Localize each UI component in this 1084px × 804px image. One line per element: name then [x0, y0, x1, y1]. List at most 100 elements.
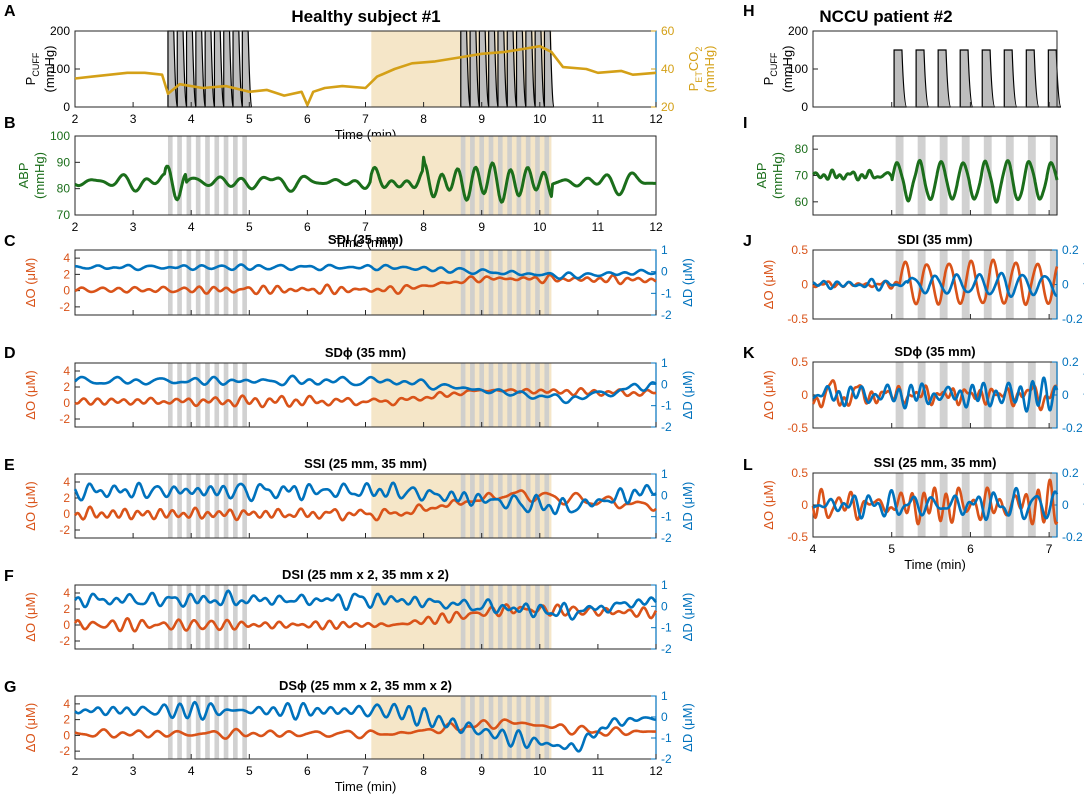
cuff-band	[983, 473, 992, 537]
y-tick-label: 2	[63, 267, 70, 281]
panel-letter: E	[4, 457, 15, 474]
y-tick-label: 4	[63, 475, 70, 489]
cuff-band	[516, 250, 522, 315]
x-tick-label: 4	[188, 220, 195, 234]
cuff-inflation	[981, 49, 996, 108]
cuff-band	[525, 474, 531, 538]
cuff-band	[195, 250, 201, 315]
cuff-band	[177, 363, 182, 427]
cuff-band	[195, 585, 201, 649]
cuff-band	[507, 585, 512, 649]
cuff-inflation	[937, 49, 952, 108]
cuff-band	[895, 136, 904, 215]
panel-L: -0.5 0 0.5 -0.2 0 0.2 4 5 6 7 Time (min) SSI (25 mm…	[743, 455, 1084, 572]
x-tick-label: 6	[304, 112, 311, 126]
cuff-inflation	[223, 30, 234, 108]
y-tick-label: 0	[63, 100, 70, 114]
cuff-band	[186, 585, 192, 649]
y2-tick-label: 40	[661, 62, 675, 76]
cuff-band	[460, 136, 466, 215]
x-tick-label: 5	[888, 542, 895, 556]
y-axis-label: ΔO (μM)	[23, 258, 38, 307]
x-tick-label: 9	[478, 220, 485, 234]
cuff-band	[961, 136, 970, 215]
y-tick-label: 0	[63, 507, 70, 521]
cuff-band	[242, 136, 247, 215]
x-tick-label: 4	[188, 112, 195, 126]
y2-tick-label: 0	[1062, 278, 1069, 292]
label-subscript: CUFF	[769, 52, 779, 76]
y2-axis-label: ΔD (μM)	[680, 482, 695, 531]
cuff-band	[535, 136, 540, 215]
label-unit: (mmHg)	[702, 46, 717, 93]
x-tick-label: 11	[592, 764, 605, 778]
cuff-band	[525, 136, 531, 215]
cuff-band	[488, 363, 494, 427]
y-tick-label: -2	[59, 523, 70, 537]
y-tick-label: -2	[59, 744, 70, 758]
cuff-band	[479, 696, 485, 759]
y2-axis-label: ΔD (μM)	[680, 593, 695, 642]
panel-letter: L	[743, 457, 753, 474]
y-tick-label: 0	[801, 100, 808, 114]
y2-axis-label: PETCO2(mmHg)	[686, 46, 717, 93]
cuff-band	[525, 696, 531, 759]
y2-tick-label: 0	[661, 377, 668, 391]
x-tick-label: 12	[649, 220, 663, 234]
panel-title: DSI (25 mm x 2, 35 mm x 2)	[282, 567, 449, 582]
x-axis-label: Time (min)	[904, 557, 966, 572]
y2-axis-label: ΔD (μM)	[680, 703, 695, 752]
y2-tick-label: -1	[661, 399, 672, 413]
cuff-band	[186, 363, 192, 427]
cuff-band	[525, 585, 531, 649]
y2-axis-label: ΔD (μM)	[1081, 481, 1084, 530]
cuff-band	[195, 136, 201, 215]
x-tick-label: 3	[130, 112, 137, 126]
y2-tick-label: -2	[661, 752, 672, 766]
series-dO	[73, 489, 657, 522]
y-tick-label: 0.5	[791, 355, 808, 369]
label-part: P	[761, 77, 776, 86]
y2-tick-label: -1	[661, 286, 672, 300]
x-tick-label: 9	[478, 112, 485, 126]
y2-tick-label: -0.2	[1062, 421, 1083, 435]
y2-tick-label: -0.2	[1062, 530, 1083, 544]
cuff-band	[470, 363, 475, 427]
y2-tick-label: 1	[661, 578, 668, 592]
series-dO	[73, 603, 658, 633]
y2-tick-label: 1	[661, 689, 668, 703]
y-tick-label: 0.5	[791, 466, 808, 480]
y2-tick-label: -2	[661, 642, 672, 656]
cuff-band	[177, 696, 182, 759]
cuff-band	[167, 696, 173, 759]
cuff-band	[460, 585, 466, 649]
cuff-inflation	[915, 49, 930, 108]
cuff-band	[233, 136, 238, 215]
label-unit: (mmHg)	[32, 152, 47, 199]
cuff-band	[205, 585, 210, 649]
y-axis-label: ΔO (μM)	[23, 370, 38, 419]
y-axis-label: ABP(mmHg)	[754, 152, 785, 199]
x-tick-label: 6	[304, 220, 311, 234]
cuff-band	[214, 696, 220, 759]
cuff-band	[535, 474, 540, 538]
cuff-band	[167, 585, 173, 649]
y-tick-label: 80	[795, 142, 809, 156]
label-part: P	[686, 83, 701, 92]
cuff-band	[516, 136, 522, 215]
y-tick-label: 80	[57, 182, 71, 196]
x-tick-label: 7	[1046, 542, 1053, 556]
cuff-band	[479, 363, 485, 427]
cuff-inflation	[1003, 49, 1018, 108]
cuff-band	[177, 136, 182, 215]
y-tick-label: -2	[59, 634, 70, 648]
cuff-band	[961, 473, 970, 537]
y-tick-label: 70	[795, 169, 809, 183]
cuff-band	[516, 696, 522, 759]
y-tick-label: -0.5	[787, 312, 808, 326]
cuff-inflation	[241, 30, 253, 108]
cuff-band	[1005, 136, 1014, 215]
cuff-band	[177, 250, 182, 315]
series-PETCO2	[74, 44, 657, 107]
